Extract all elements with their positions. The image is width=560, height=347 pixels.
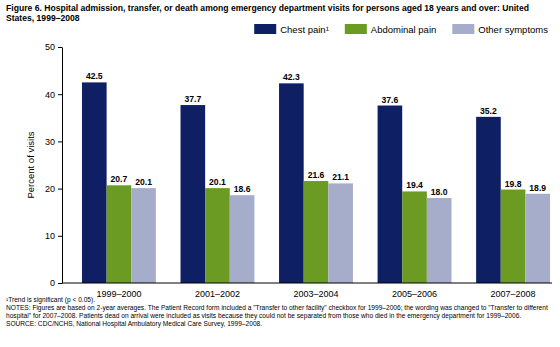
legend-item: Chest pain¹ bbox=[254, 24, 329, 35]
y-tick-label: 20 bbox=[45, 184, 55, 194]
x-tick: 2007–2008 bbox=[491, 289, 536, 299]
x-tick: 1999–2000 bbox=[96, 289, 141, 299]
data-label: 20.1 bbox=[209, 177, 226, 187]
y-axis-line bbox=[62, 48, 63, 284]
y-tick-label: 40 bbox=[45, 90, 55, 100]
legend-label: Chest pain¹ bbox=[280, 24, 329, 35]
x-tick-label: 2003–2004 bbox=[293, 289, 338, 299]
y-tick: 40 bbox=[45, 90, 62, 100]
y-tick-mark bbox=[58, 236, 62, 237]
bar bbox=[107, 185, 132, 283]
legend-label: Abdominal pain bbox=[371, 24, 437, 35]
title-line: Figure 6. Hospital admission, transfer, … bbox=[6, 3, 529, 13]
data-label: 19.4 bbox=[406, 180, 423, 190]
x-tick-label: 1999–2000 bbox=[96, 289, 141, 299]
data-label: 20.1 bbox=[135, 177, 152, 187]
title: Figure 6. Hospital admission, transfer, … bbox=[6, 3, 529, 23]
y-tick-mark bbox=[58, 94, 62, 95]
y-tick-label: 30 bbox=[45, 137, 55, 147]
x-tick-label: 2005–2006 bbox=[392, 289, 437, 299]
y-axis: 0 10 20 30 40 50 bbox=[45, 42, 63, 288]
footnote-line: hospital" for 2007–2008. Patients dead o… bbox=[6, 312, 521, 320]
data-label: 19.8 bbox=[505, 179, 522, 189]
bar bbox=[279, 83, 304, 283]
y-tick: 20 bbox=[45, 184, 62, 194]
x-tick-label: 2001–2002 bbox=[195, 289, 240, 299]
y-tick: 50 bbox=[45, 42, 62, 52]
y-tick-label: 50 bbox=[45, 42, 55, 52]
legend-item: Other symptoms bbox=[452, 24, 548, 35]
legend-label: Other symptoms bbox=[478, 24, 548, 35]
bar bbox=[181, 105, 206, 283]
data-labels: 42.5 37.7 42.3 37.6 35.2 20.7 20.1 21.6 19.4 19.8… bbox=[86, 71, 546, 197]
y-tick-mark bbox=[58, 283, 62, 284]
data-label: 42.5 bbox=[86, 71, 103, 81]
bar bbox=[131, 188, 156, 283]
footnote: SOURCE: CDC/NCHS, National Hospital Ambu… bbox=[6, 320, 262, 328]
y-tick: 0 bbox=[50, 278, 62, 288]
y-axis-title: Percent of visits bbox=[25, 131, 36, 198]
footnote-line: NOTES: Figures are based on 2-year avera… bbox=[6, 304, 548, 312]
y-tick-label: 0 bbox=[50, 278, 55, 288]
bar bbox=[476, 117, 501, 283]
data-label: 37.7 bbox=[184, 94, 201, 104]
data-label: 18.9 bbox=[529, 183, 546, 193]
data-label: 21.6 bbox=[308, 170, 325, 180]
legend-swatch bbox=[254, 24, 276, 34]
footnote: ¹Trend is significant (p < 0.05). bbox=[6, 296, 95, 304]
footnote-line: SOURCE: CDC/NCHS, National Hospital Ambu… bbox=[6, 320, 262, 328]
x-tick: 2003–2004 bbox=[293, 289, 338, 299]
data-label: 35.2 bbox=[480, 106, 497, 116]
bar bbox=[328, 183, 353, 283]
bar bbox=[205, 188, 230, 283]
data-label: 21.1 bbox=[332, 172, 349, 182]
bar bbox=[525, 194, 550, 283]
footnote-line: ¹Trend is significant (p < 0.05). bbox=[6, 296, 95, 304]
y-tick-mark bbox=[58, 47, 62, 48]
bar bbox=[402, 191, 427, 283]
x-tick: 2005–2006 bbox=[392, 289, 437, 299]
x-axis-line bbox=[62, 283, 552, 284]
footnote: NOTES: Figures are based on 2-year avera… bbox=[6, 304, 548, 320]
y-tick-label: 10 bbox=[45, 231, 55, 241]
bars bbox=[82, 82, 550, 283]
x-tick-label: 2007–2008 bbox=[491, 289, 536, 299]
bar bbox=[230, 195, 255, 283]
data-label: 18.6 bbox=[234, 184, 251, 194]
data-label: 42.3 bbox=[283, 72, 300, 82]
bar bbox=[378, 106, 403, 283]
data-label: 20.7 bbox=[111, 174, 128, 184]
bar bbox=[304, 181, 329, 283]
y-tick: 30 bbox=[45, 137, 62, 147]
legend-swatch bbox=[345, 24, 367, 34]
x-tick: 2001–2002 bbox=[195, 289, 240, 299]
chart: Figure 6. Hospital admission, transfer, … bbox=[0, 0, 560, 347]
data-label: 18.0 bbox=[431, 187, 448, 197]
legend-swatch bbox=[452, 24, 474, 34]
x-axis: 1999–2000 2001–2002 2003–2004 2005–2006 2007… bbox=[62, 283, 552, 299]
legend-item: Abdominal pain bbox=[345, 24, 437, 35]
legend: Chest pain¹ Abdominal pain Other symptoms bbox=[254, 24, 548, 35]
y-tick-mark bbox=[58, 189, 62, 190]
title-line: States, 1999–2008 bbox=[6, 13, 80, 23]
bar bbox=[82, 82, 107, 283]
bar bbox=[427, 198, 452, 283]
data-label: 37.6 bbox=[382, 95, 399, 105]
y-tick-mark bbox=[58, 141, 62, 142]
y-tick: 10 bbox=[45, 231, 62, 241]
bar bbox=[501, 190, 526, 283]
